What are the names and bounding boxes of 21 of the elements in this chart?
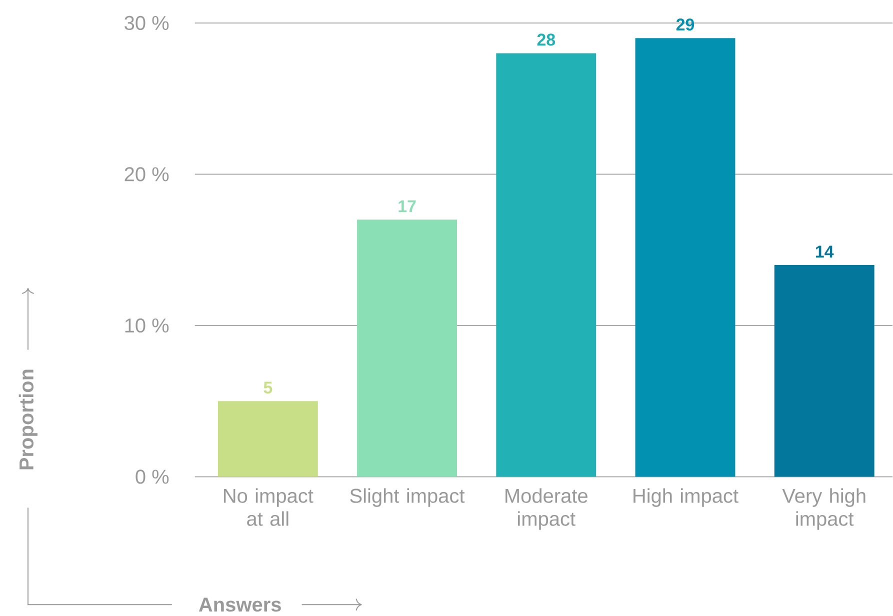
y-tick-label: 20 % xyxy=(124,167,169,182)
data-label: 17 xyxy=(398,200,416,212)
bar xyxy=(496,53,596,477)
bar xyxy=(357,220,457,477)
x-tick-label: Moderate impact xyxy=(506,488,588,530)
data-label: 14 xyxy=(816,246,834,258)
data-label: 29 xyxy=(676,18,694,31)
x-tick-label: Very high impact xyxy=(782,488,866,530)
x-tick-label: High impact xyxy=(634,488,738,508)
x-tick-label: No impact at all xyxy=(224,488,314,526)
data-label: 5 xyxy=(264,382,272,394)
x-tick-label: Slight impact xyxy=(350,488,465,508)
bar xyxy=(218,401,318,477)
bar xyxy=(635,38,736,477)
bar xyxy=(774,265,874,477)
y-tick-label: 10 % xyxy=(125,318,169,333)
y-tick-label: 0 % xyxy=(136,470,169,484)
data-label: 28 xyxy=(537,34,556,46)
y-axis-title: Proportion xyxy=(18,370,38,470)
x-axis-title: Answers xyxy=(198,598,281,612)
y-tick-label: 30 % xyxy=(124,16,169,30)
